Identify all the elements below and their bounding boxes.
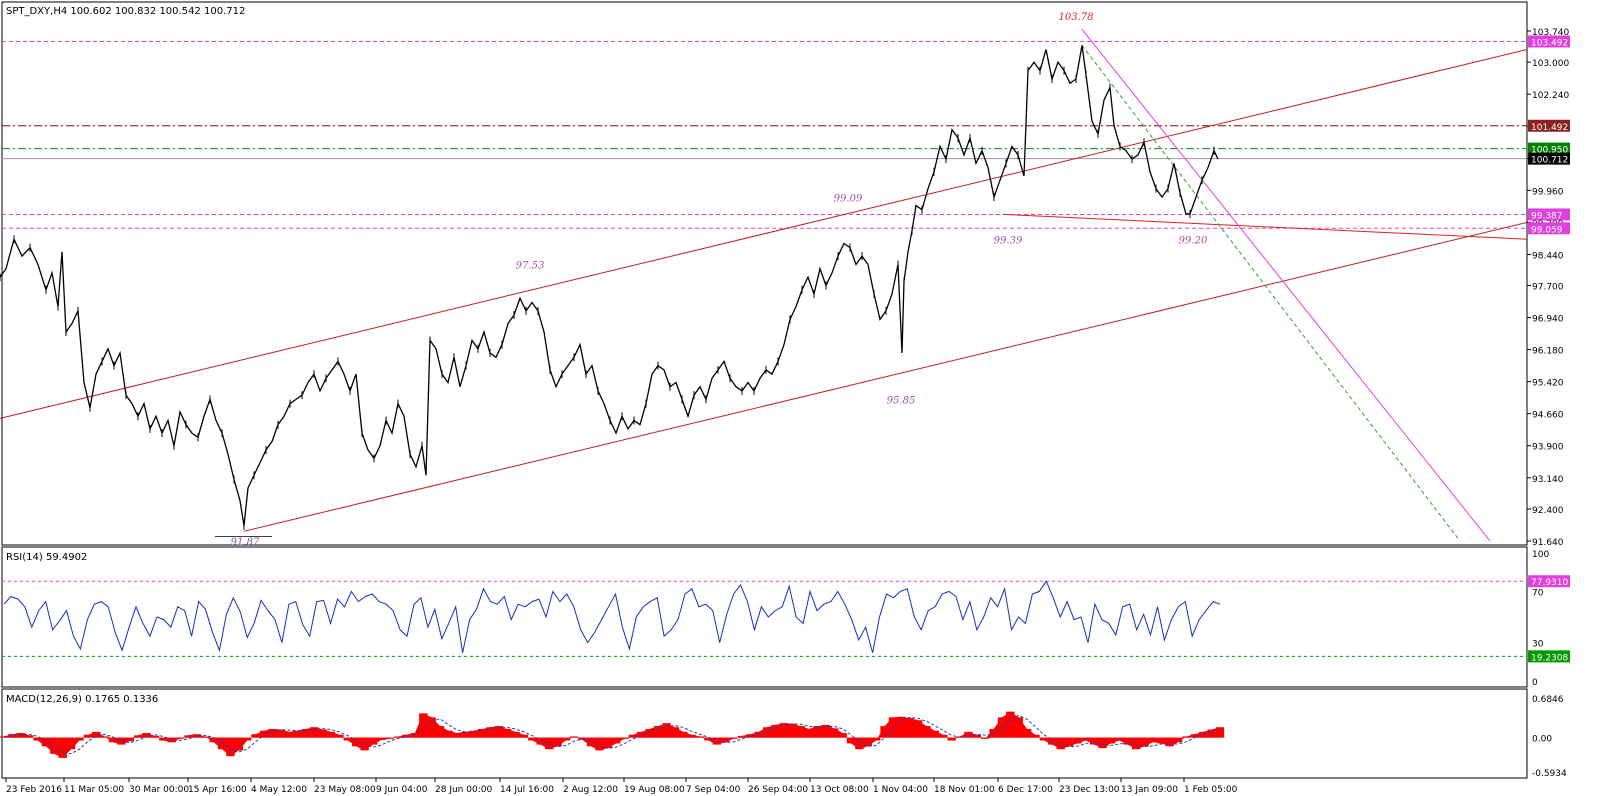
price-tick-label: 97.700 — [1532, 283, 1564, 293]
rsi-panel-frame — [1, 546, 1528, 688]
price-tick-label: 94.660 — [1532, 411, 1564, 421]
rsi-level-tag — [1528, 650, 1570, 663]
price-tick-label: 102.240 — [1532, 91, 1569, 101]
main-header: SPT_DXY,H4 100.602 100.832 100.542 100.7… — [6, 6, 245, 17]
price-layer: 103.78 99.09 97.53 99.39 99.20 95.85 91.87 — [0, 12, 1528, 548]
time-tick-label: 19 Aug 08:00 — [624, 785, 685, 795]
trendline — [1081, 45, 1461, 542]
time-tick-label: 18 Nov 01:00 — [934, 785, 995, 795]
time-tick-label: 30 Mar 00:00 — [129, 785, 189, 795]
point-label: 99.09 — [834, 193, 863, 204]
rsi-layer — [2, 580, 1527, 657]
price-tick-label: 92.400 — [1532, 506, 1564, 516]
rsi-tick-label: 100 — [1532, 550, 1549, 560]
trendline — [1002, 213, 1528, 240]
level-tag-label: 99.387 — [1531, 211, 1563, 221]
rsi-tick-label: 0 — [1532, 678, 1538, 688]
level-tag — [1528, 208, 1570, 221]
price-tick-label: 103.000 — [1532, 59, 1569, 69]
rsi-tick-label: 70 — [1532, 588, 1544, 598]
price-tick-label: 91.640 — [1532, 538, 1564, 548]
rsi-tick-label: 30 — [1532, 640, 1544, 650]
price-tick-label: 103.740 — [1532, 28, 1569, 38]
level-tag-label: 100.950 — [1531, 146, 1568, 156]
level-tag-label: 103.492 — [1531, 38, 1568, 48]
time-tick-label: 23 Dec 13:00 — [1059, 785, 1120, 795]
level-tag — [1528, 152, 1570, 165]
price-tick-label: 95.420 — [1532, 379, 1564, 389]
price-series-line — [0, 45, 1219, 526]
level-tag — [1528, 142, 1570, 155]
price-tick-label: 99.960 — [1532, 187, 1564, 197]
axis-layer: 103.740103.000102.240101.480100.72099.96… — [5, 28, 1570, 795]
time-tick-label: 13 Jan 09:00 — [1121, 785, 1178, 795]
rsi-series-line — [3, 580, 1221, 653]
trendline — [243, 221, 1528, 532]
time-tick-label: 23 Feb 2016 — [6, 785, 62, 795]
price-panel-frame — [1, 1, 1528, 546]
macd-header: MACD(12,26,9) 0.1765 0.1336 — [6, 694, 158, 705]
level-tag — [1528, 35, 1570, 48]
level-tag-label: 100.712 — [1531, 156, 1568, 166]
price-tick-label: 93.140 — [1532, 475, 1564, 485]
time-tick-label: 26 Sep 04:00 — [748, 785, 808, 795]
macd-tick-label: -0.5934 — [1532, 769, 1567, 779]
price-tick-label: 96.180 — [1532, 347, 1564, 357]
time-tick-label: 14 Jul 16:00 — [500, 785, 554, 795]
time-tick-label: 11 Mar 05:00 — [64, 785, 124, 795]
level-tag — [1528, 222, 1570, 235]
level-tag-label: 99.059 — [1531, 225, 1563, 235]
point-label: 95.85 — [887, 396, 916, 407]
macd-tick-label: 0.00 — [1532, 735, 1552, 745]
time-tick-label: 6 Dec 17:00 — [998, 785, 1053, 795]
level-tag — [1528, 119, 1570, 132]
price-tick-label: 96.940 — [1532, 315, 1564, 325]
time-tick-label: 1 Feb 05:00 — [1184, 785, 1238, 795]
price-tick-label: 93.900 — [1532, 443, 1564, 453]
time-tick-label: 1 Nov 04:00 — [873, 785, 928, 795]
trendline — [1081, 29, 1491, 542]
time-tick-label: 15 Apr 16:00 — [188, 785, 247, 795]
time-tick-label: 4 May 12:00 — [251, 785, 307, 795]
level-tag-label: 101.492 — [1531, 123, 1568, 133]
macd-layer — [0, 711, 1225, 758]
macd-tick-label: 0.6846 — [1532, 695, 1564, 705]
time-tick-label: 13 Oct 08:00 — [810, 785, 869, 795]
point-label: 99.20 — [1179, 235, 1208, 246]
time-tick-label: 9 Jun 04:00 — [376, 785, 428, 795]
rsi-level-label: 19.2308 — [1531, 653, 1568, 663]
time-tick-label: 7 Sep 04:00 — [686, 785, 741, 795]
trendline — [0, 49, 1528, 419]
time-tick-label: 2 Aug 12:00 — [563, 785, 618, 795]
point-label: 103.78 — [1059, 12, 1094, 23]
rsi-header: RSI(14) 59.4902 — [6, 552, 87, 563]
rsi-level-tag — [1528, 575, 1570, 588]
price-tick-label: 98.440 — [1532, 251, 1564, 261]
point-label: 99.39 — [994, 235, 1023, 246]
macd-signal-line — [3, 714, 1221, 755]
time-tick-label: 28 Jun 00:00 — [435, 785, 492, 795]
point-label: 97.53 — [516, 261, 545, 272]
rsi-level-label: 77.9310 — [1531, 578, 1568, 588]
point-label: 91.87 — [231, 537, 260, 548]
time-tick-label: 23 May 08:00 — [314, 785, 376, 795]
